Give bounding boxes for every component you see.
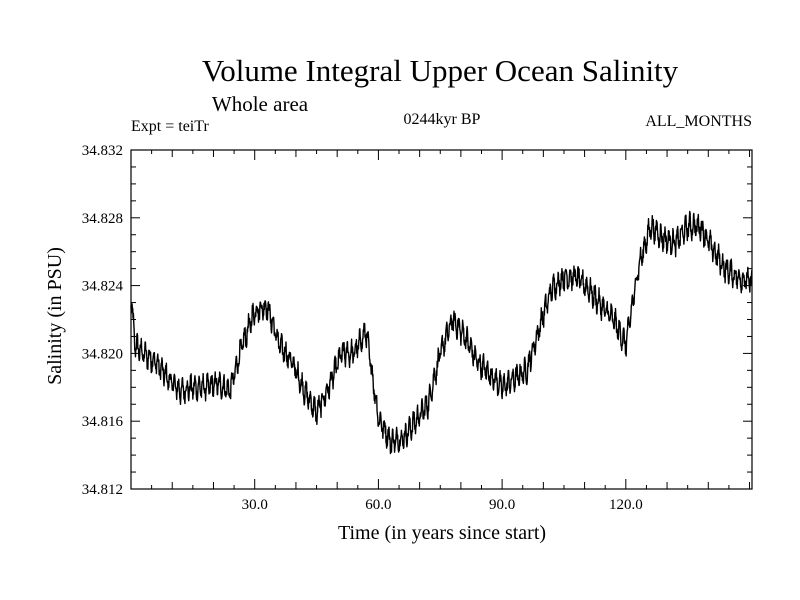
salinity-series-line	[130, 210, 753, 455]
x-tick-label: 120.0	[609, 497, 643, 513]
x-axis: 30.0 60.0 90.0 120.0	[151, 150, 751, 513]
x-tick-label: 30.0	[242, 497, 268, 513]
y-axis-label: Salinity (in PSU)	[44, 247, 66, 385]
chart-subtitle: Whole area	[212, 92, 309, 116]
y-tick-label: 34.832	[82, 143, 123, 159]
y-tick-label: 34.812	[82, 482, 123, 498]
plot-frame	[130, 149, 753, 490]
y-axis: 34.812 34.816 34.820 34.824 34.828 34.832	[82, 143, 752, 498]
y-tick-label: 34.824	[82, 279, 124, 295]
chart-title: Volume Integral Upper Ocean Salinity	[202, 53, 679, 88]
months-label: ALL_MONTHS	[645, 113, 752, 130]
y-tick-label: 34.828	[82, 211, 123, 227]
period-label: 0244kyr BP	[404, 111, 481, 128]
y-tick-label: 34.816	[82, 414, 124, 430]
x-tick-label: 60.0	[365, 497, 391, 513]
y-tick-label: 34.820	[82, 346, 123, 362]
x-axis-label: Time (in years since start)	[338, 522, 546, 544]
x-tick-label: 90.0	[489, 497, 515, 513]
experiment-label: Expt = teiTr	[131, 118, 209, 135]
